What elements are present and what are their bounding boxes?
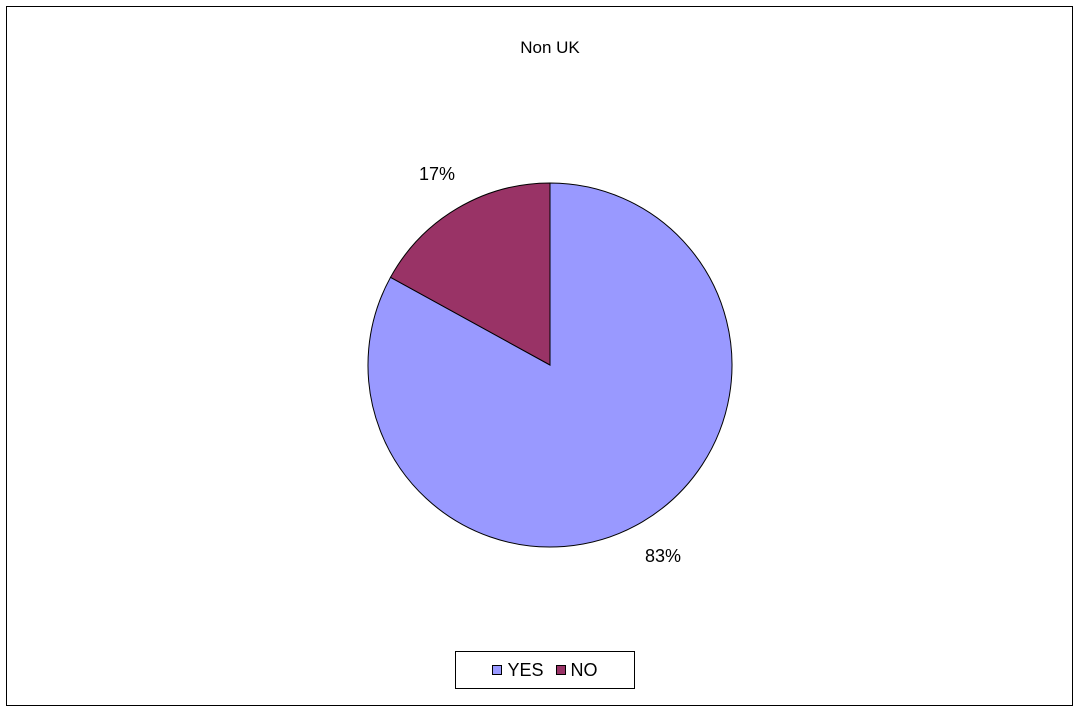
pie-slice-no: [389, 182, 551, 366]
data-label-yes: 83%: [645, 546, 681, 566]
data-label-no: 17%: [419, 164, 455, 184]
legend-swatch-no: [555, 665, 566, 675]
legend: YES NO: [455, 651, 635, 689]
pie-slices: [367, 182, 733, 548]
legend-swatch-yes: [492, 665, 503, 675]
legend-label-no: NO: [570, 659, 598, 680]
legend-label-yes: YES: [507, 659, 544, 680]
pie-labels: 83% 17%: [419, 164, 681, 566]
legend-item-yes: YES: [492, 659, 544, 681]
legend-item-no: NO: [555, 659, 598, 681]
chart-title: Non UK: [520, 38, 580, 57]
